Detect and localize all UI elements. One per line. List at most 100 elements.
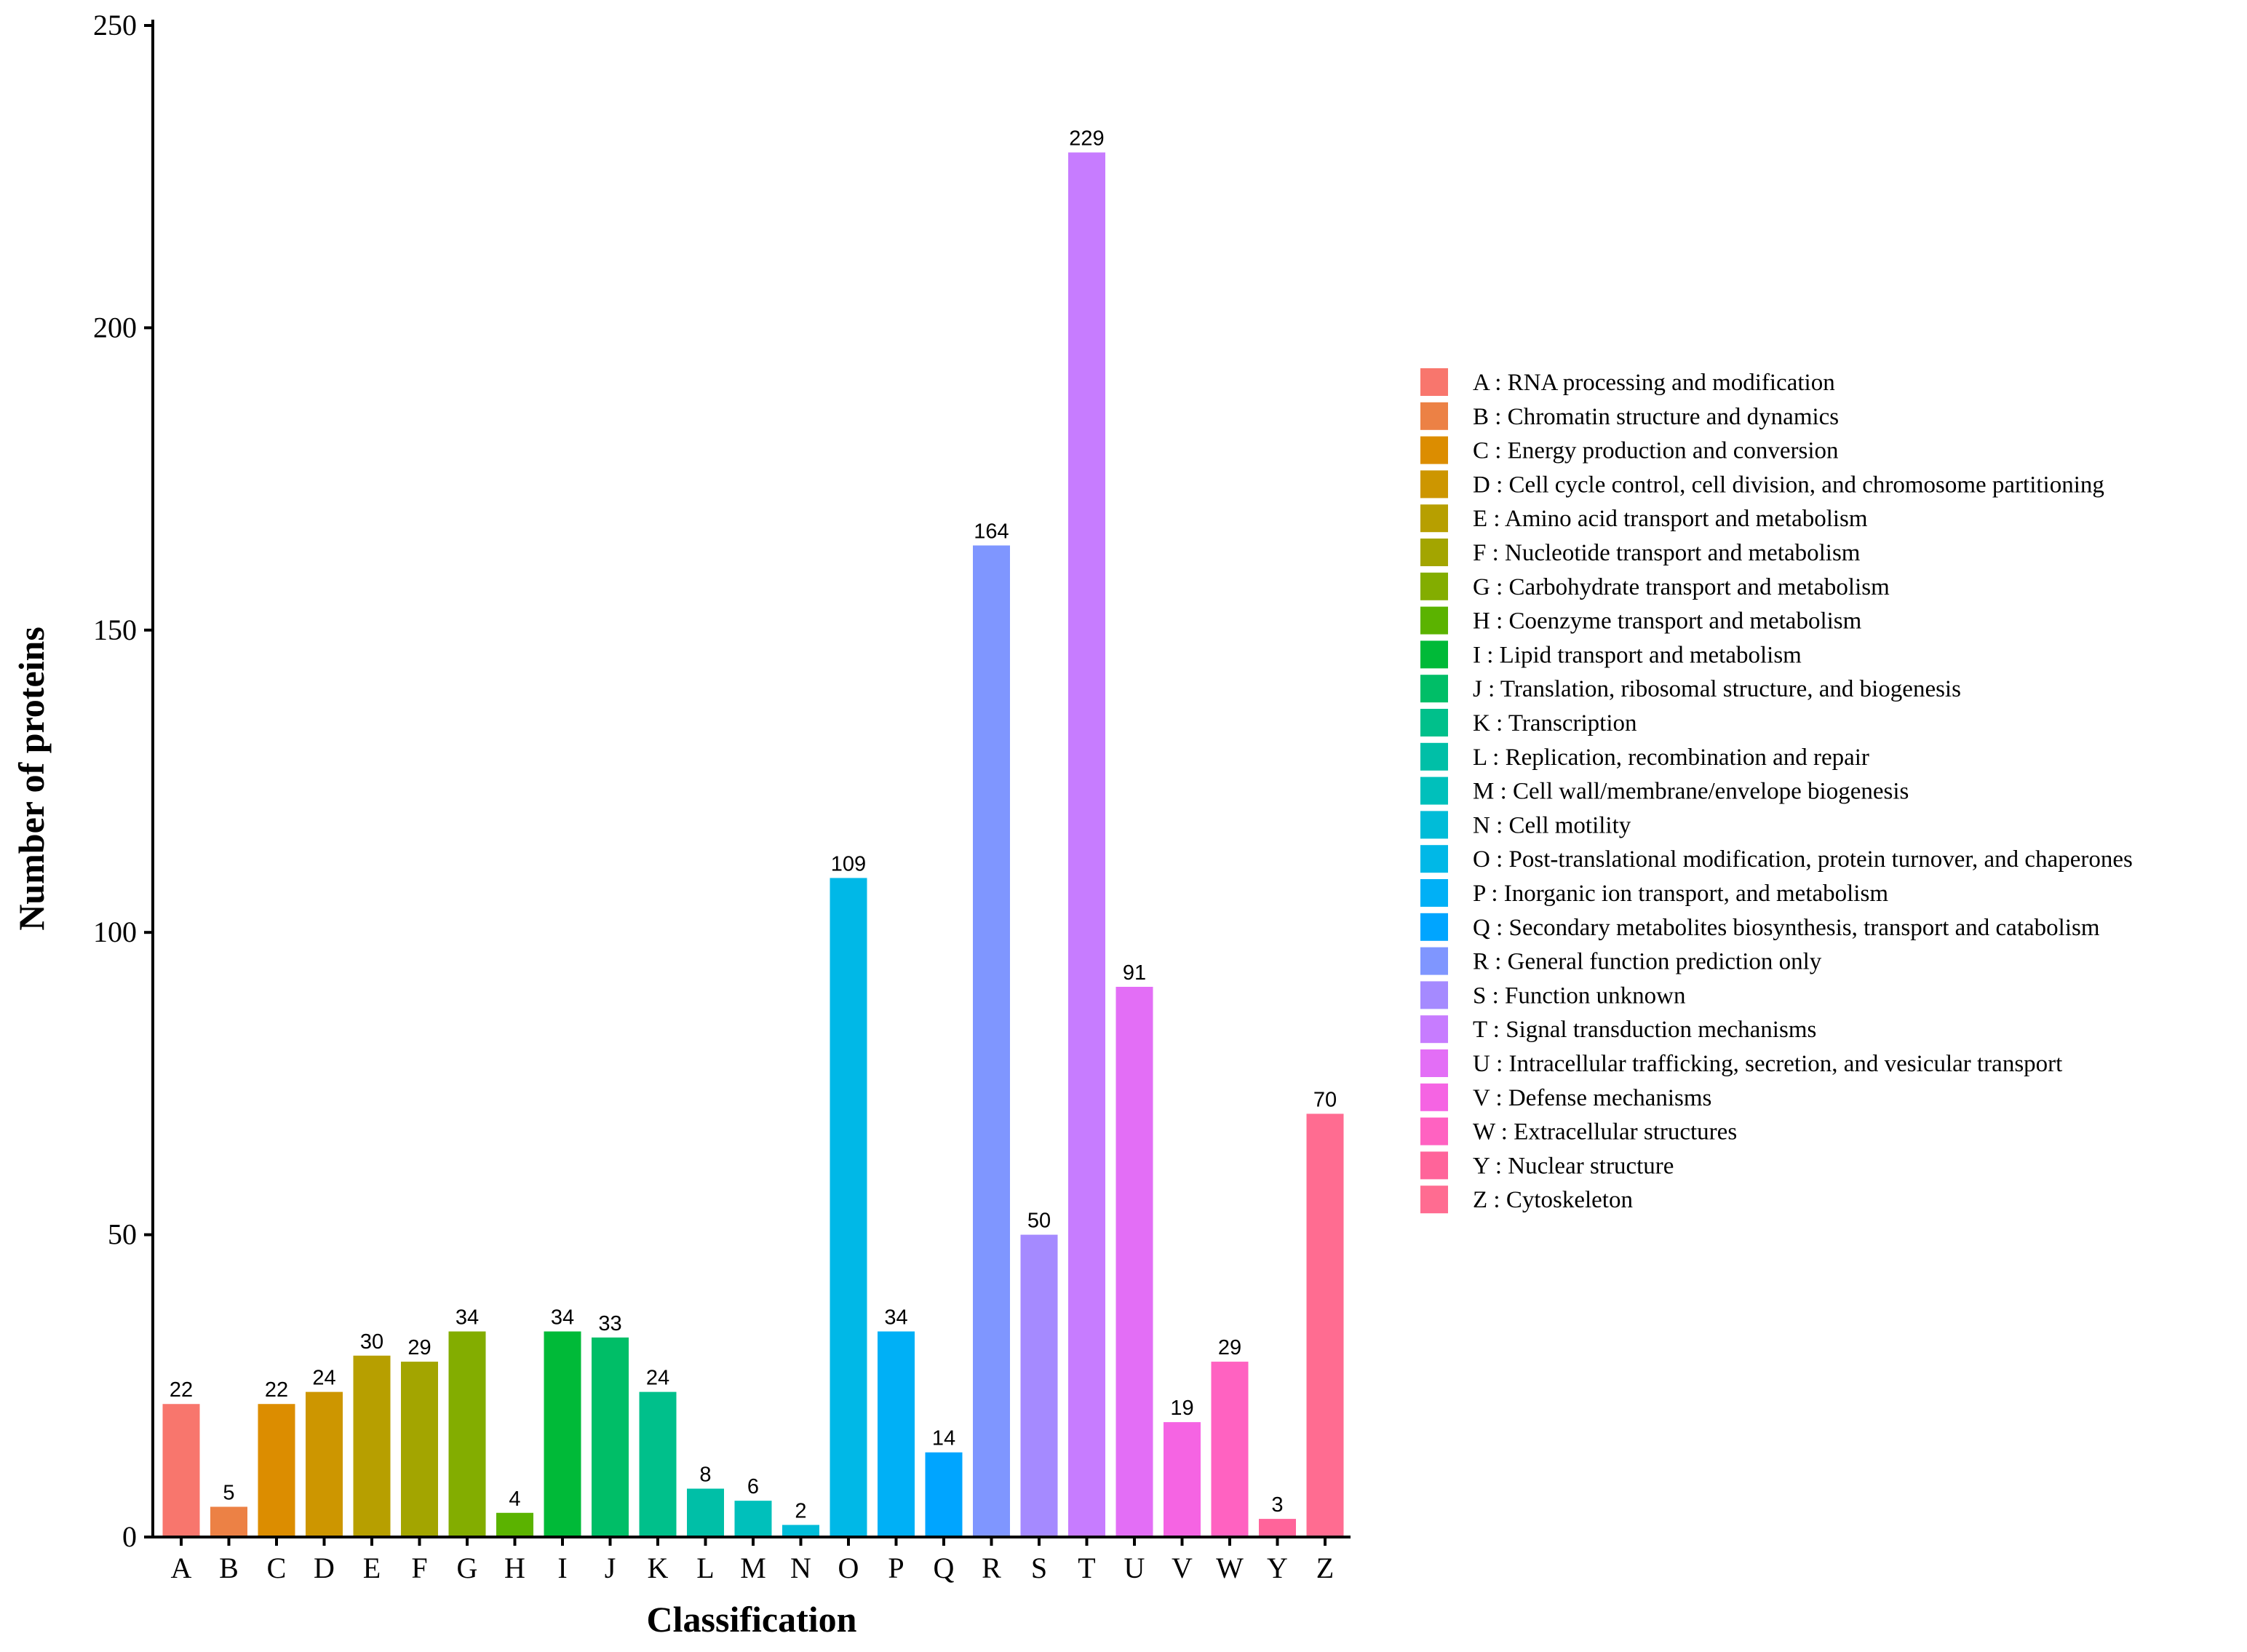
bar-C [258, 1404, 295, 1537]
bar-value-label-B: 5 [223, 1481, 234, 1504]
bar-G [448, 1331, 486, 1537]
x-tick-label-J: J [605, 1552, 616, 1584]
x-tick-label-U: U [1124, 1552, 1145, 1584]
legend-key-J [1420, 675, 1448, 703]
bar-value-label-I: 34 [551, 1306, 574, 1330]
y-tick-label-50: 50 [108, 1218, 137, 1251]
bar-value-label-V: 19 [1170, 1397, 1193, 1420]
legend-label-F: F : Nucleotide transport and metabolism [1473, 540, 1861, 566]
legend-label-J: J : Translation, ribosomal structure, an… [1473, 676, 1961, 702]
x-tick-label-G: G [457, 1552, 478, 1584]
legend-key-B [1420, 402, 1448, 430]
y-tick-label-150: 150 [93, 613, 137, 646]
legend-key-S [1420, 981, 1448, 1009]
bar-I [544, 1331, 581, 1537]
legend-key-W [1420, 1117, 1448, 1145]
bar-value-label-M: 6 [747, 1475, 759, 1498]
bar-K [639, 1391, 677, 1537]
legend-label-N: N : Cell motility [1473, 812, 1631, 838]
bar-value-label-C: 22 [265, 1378, 288, 1402]
bar-value-label-J: 33 [598, 1312, 621, 1335]
bar-labels-layer: 22 5 22 24 30 29 34 4 34 33 24 8 6 2 109 34 14 164 50 229 91… [170, 127, 1337, 1522]
x-tick-label-T: T [1078, 1552, 1095, 1584]
legend-label-Z: Z : Cytoskeleton [1473, 1187, 1633, 1213]
bar-P [878, 1331, 915, 1537]
legend-label-W: W : Extracellular structures [1473, 1119, 1737, 1145]
x-axis-title: Classification [647, 1599, 857, 1640]
legend-label-D: D : Cell cycle control, cell division, a… [1473, 472, 2104, 498]
y-tick-label-100: 100 [93, 916, 137, 948]
legend-label-Y: Y : Nuclear structure [1473, 1153, 1674, 1179]
legend-key-N [1420, 811, 1448, 839]
legend-label-Q: Q : Secondary metabolites biosynthesis, … [1473, 915, 2100, 941]
legend-key-G [1420, 572, 1448, 600]
bar-N [782, 1525, 819, 1537]
legend-key-U [1420, 1049, 1448, 1077]
x-tick-label-V: V [1172, 1552, 1193, 1584]
bar-O [830, 878, 867, 1537]
legend-key-H [1420, 606, 1448, 635]
y-tick-label-0: 0 [122, 1520, 137, 1553]
bar-value-label-E: 30 [360, 1330, 383, 1354]
bar-value-label-S: 50 [1027, 1210, 1051, 1233]
x-tick-label-P: P [888, 1552, 904, 1584]
legend-key-V [1420, 1083, 1448, 1111]
legend-key-T [1420, 1015, 1448, 1044]
legend-key-D [1420, 470, 1448, 499]
x-tick-label-K: K [648, 1552, 669, 1584]
legend-key-O [1420, 845, 1448, 873]
bar-Z [1306, 1113, 1344, 1537]
x-tick-label-R: R [982, 1552, 1001, 1584]
legend-label-E: E : Amino acid transport and metabolism [1473, 506, 1868, 532]
x-tick-label-I: I [557, 1552, 567, 1584]
legend-label-P: P : Inorganic ion transport, and metabol… [1473, 881, 1888, 907]
x-tick-label-N: N [790, 1552, 811, 1584]
bar-value-label-R: 164 [974, 520, 1009, 543]
legend-label-S: S : Function unknown [1473, 982, 1685, 1009]
x-tick-label-C: C [267, 1552, 287, 1584]
y-axis: 0 50 100 150 200 250 [93, 9, 154, 1553]
bar-value-label-O: 109 [831, 852, 866, 875]
bar-value-label-U: 91 [1123, 961, 1146, 985]
bar-R [973, 545, 1010, 1537]
bar-value-label-A: 22 [170, 1378, 193, 1402]
bar-value-label-F: 29 [407, 1336, 431, 1359]
x-tick-label-E: E [363, 1552, 381, 1584]
y-axis-title: Number of proteins [11, 627, 52, 931]
legend-label-A: A : RNA processing and modification [1473, 370, 1835, 396]
bar-U [1115, 986, 1153, 1537]
legend-key-R [1420, 947, 1448, 975]
bar-value-label-D: 24 [312, 1367, 335, 1390]
bar-value-label-H: 4 [509, 1488, 520, 1511]
x-tick-label-Y: Y [1267, 1552, 1288, 1584]
bar-value-label-W: 29 [1218, 1336, 1241, 1359]
legend-label-K: K : Transcription [1473, 710, 1637, 736]
legend-key-L [1420, 742, 1448, 771]
legend-label-U: U : Intracellular trafficking, secretion… [1473, 1051, 2062, 1077]
bar-value-label-Q: 14 [932, 1427, 955, 1450]
legend-key-Y [1420, 1151, 1448, 1180]
x-tick-label-W: W [1216, 1552, 1244, 1584]
legend-key-M [1420, 777, 1448, 805]
legend: A : RNA processing and modification B : C… [1420, 368, 2133, 1214]
legend-label-T: T : Signal transduction mechanisms [1473, 1017, 1816, 1043]
bar-value-label-N: 2 [795, 1499, 806, 1522]
bar-J [592, 1337, 629, 1537]
bar-A [162, 1404, 200, 1537]
bar-F [401, 1362, 438, 1537]
x-tick-label-Q: Q [934, 1552, 955, 1584]
legend-label-R: R : General function prediction only [1473, 949, 1822, 975]
x-tick-label-O: O [838, 1552, 859, 1584]
legend-label-L: L : Replication, recombination and repai… [1473, 744, 1869, 771]
legend-key-K [1420, 709, 1448, 736]
x-tick-label-F: F [411, 1552, 427, 1584]
legend-key-F [1420, 539, 1448, 566]
x-tick-label-B: B [219, 1552, 239, 1584]
legend-label-H: H : Coenzyme transport and metabolism [1473, 608, 1862, 635]
legend-label-V: V : Defense mechanisms [1473, 1085, 1711, 1111]
legend-label-G: G : Carbohydrate transport and metabolis… [1473, 574, 1890, 600]
legend-key-A [1420, 368, 1448, 396]
y-tick-label-200: 200 [93, 311, 137, 343]
